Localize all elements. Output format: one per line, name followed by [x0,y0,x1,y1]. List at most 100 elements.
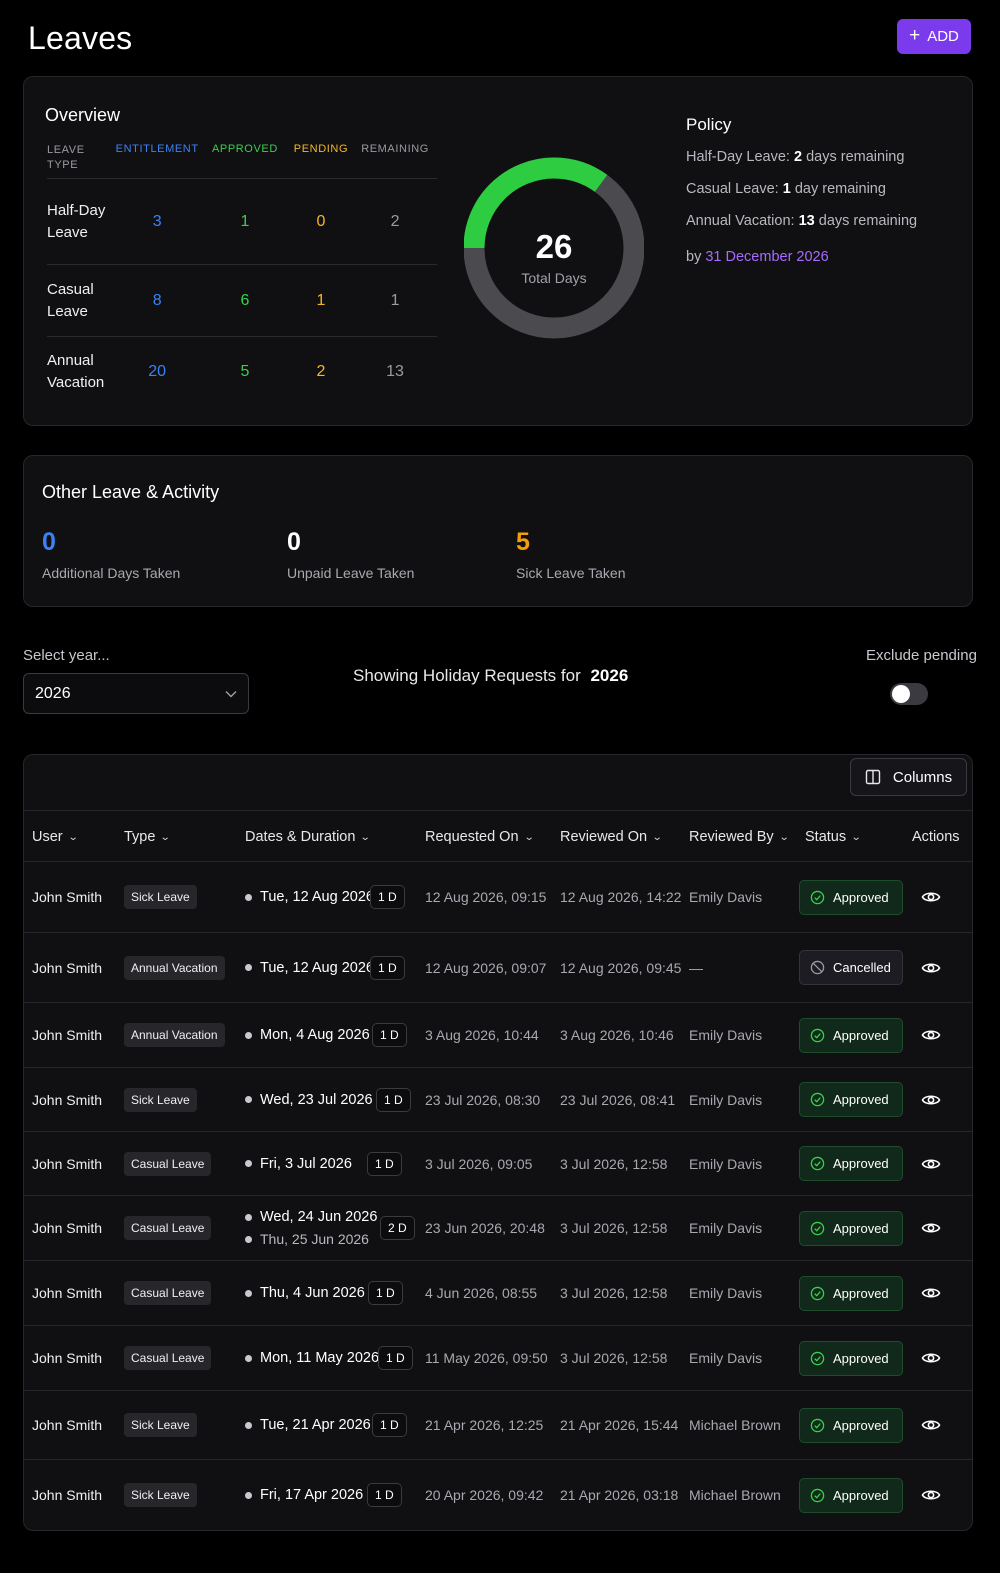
table-row[interactable]: John Smith Sick Leave Fri, 17 Apr 2026 1 D 2… [24,1460,972,1530]
type-badge: Casual Leave [124,1151,212,1176]
cell-status: Approved [799,1003,903,1067]
date-text: Tue, 12 Aug 2026 [260,889,374,905]
table-row[interactable]: John Smith Casual Leave Mon, 11 May 2026 1 … [24,1326,972,1391]
policy-remaining-value: 13 [798,213,815,229]
policy-remaining-value: 1 [782,181,791,197]
view-button[interactable] [921,1196,941,1260]
cell-reviewed-by: Emily Davis [689,1027,763,1043]
chevron-down-icon: ⌄ [651,831,663,843]
cell-status: Approved [799,1261,903,1325]
th-status-label: Status [805,829,847,845]
view-button[interactable] [921,1261,941,1325]
date-text: Thu, 25 Jun 2026 [260,1231,369,1247]
type-badge: Sick Leave [124,885,197,909]
table-row[interactable]: John Smith Casual Leave Wed, 24 Jun 2026 Th… [24,1196,972,1261]
policy-leave-name: Half-Day Leave: [686,149,790,165]
add-button[interactable]: + ADD [897,19,971,54]
view-button[interactable] [921,1132,941,1195]
th-reviewed-by-label: Reviewed By [689,829,774,845]
table-header: User ⌄ Type ⌄ Dates & Duration ⌄ Requested … [24,810,972,863]
donut-chart [463,157,645,339]
policy-line: Casual Leave: 1 day remaining [686,181,966,197]
view-button[interactable] [921,1068,941,1131]
eye-icon [921,1490,941,1500]
cell-status: Approved [799,1326,903,1390]
add-button-label: ADD [927,28,959,45]
cell-reviewed-on: 3 Jul 2026, 12:58 [560,1155,668,1172]
cell-type: Sick Leave [124,1460,197,1530]
date-line: Fri, 17 Apr 2026 [245,1487,363,1503]
eye-icon [921,1420,941,1430]
table-row[interactable]: John Smith Casual Leave Thu, 4 Jun 2026 1 D… [24,1261,972,1326]
cell-dates: Mon, 4 Aug 2026 [245,1003,370,1067]
check-circle-icon [810,1286,825,1300]
year-select[interactable]: 2026 [23,673,249,714]
duration-badge: 1 D [378,1346,413,1370]
table-row[interactable]: John Smith Annual Vacation Mon, 4 Aug 2026… [24,1003,972,1068]
overview-cell-pending: 0 [316,212,326,230]
overview-cell-entitlement: 8 [152,291,162,309]
th-type[interactable]: Type ⌄ [124,811,171,863]
overview-table-header: LEAVE TYPE ENTITLEMENT APPROVED PENDING … [47,139,437,179]
th-actions-label: Actions [912,829,960,845]
columns-button[interactable]: Columns [850,758,967,796]
th-reviewed-by[interactable]: Reviewed By ⌄ [689,811,789,863]
cell-type: Casual Leave [124,1196,212,1260]
cell-type: Annual Vacation [124,1003,225,1067]
policy-remaining-value: 2 [794,149,803,165]
cell-user: John Smith [32,1417,103,1433]
cell-requested-on: 3 Jul 2026, 09:05 [425,1155,533,1172]
status-badge: Cancelled [799,950,903,985]
columns-button-label: Columns [892,768,953,786]
th-requested[interactable]: Requested On ⌄ [425,811,534,863]
date-text: Fri, 17 Apr 2026 [260,1487,364,1503]
table-row[interactable]: John Smith Sick Leave Tue, 12 Aug 2026 1 D 1… [24,862,972,933]
view-button[interactable] [921,1391,941,1459]
policy-unit: days remaining [818,213,918,229]
cell-requested-on: 3 Aug 2026, 10:44 [425,1027,539,1043]
table-row[interactable]: John Smith Sick Leave Wed, 23 Jul 2026 1 D 2… [24,1068,972,1132]
page-title: Leaves [28,20,133,56]
view-button[interactable] [921,933,941,1002]
policy-deadline: by 31 December 2026 [686,249,966,265]
duration-badge: 1 D [372,1023,407,1047]
view-button[interactable] [921,862,941,932]
th-user[interactable]: User ⌄ [32,811,78,863]
cell-status: Cancelled [799,933,903,1002]
cell-user: John Smith [32,1285,103,1301]
overview-cell-approved: 6 [240,291,250,309]
date-line: Wed, 23 Jul 2026 [245,1092,373,1108]
th-dates-label: Dates & Duration [245,829,356,845]
cell-reviewed-on: 3 Jul 2026, 12:58 [560,1220,668,1236]
th-actions: Actions [912,811,960,863]
overview-cell-entitlement: 20 [148,363,167,380]
table-row[interactable]: John Smith Casual Leave Fri, 3 Jul 2026 1 D… [24,1132,972,1196]
dot-icon [245,893,252,901]
th-status[interactable]: Status ⌄ [805,811,862,863]
cell-dates: Tue, 12 Aug 2026 [245,862,374,932]
eye-icon [921,962,941,973]
cell-reviewed-by: — [689,959,703,976]
check-circle-icon [810,1092,825,1107]
check-circle-icon [810,890,825,904]
th-dates[interactable]: Dates & Duration ⌄ [245,811,371,863]
cell-user: John Smith [32,1155,103,1172]
table-row[interactable]: John Smith Annual Vacation Tue, 12 Aug 202… [24,933,972,1003]
status-text: Approved [833,1156,889,1171]
cell-reviewed-by: Emily Davis [689,1350,763,1366]
status-text: Approved [833,1027,889,1043]
cell-dates: Wed, 23 Jul 2026 [245,1068,373,1131]
date-text: Mon, 11 May 2026 [260,1350,380,1366]
policy-by-prefix: by [686,249,702,265]
th-reviewed[interactable]: Reviewed On ⌄ [560,811,663,863]
view-button[interactable] [921,1460,941,1530]
view-button[interactable] [921,1003,941,1067]
view-button[interactable] [921,1326,941,1390]
status-badge: Approved [799,1275,903,1311]
cell-user: John Smith [32,1220,103,1236]
eye-icon [921,1030,941,1040]
check-circle-icon [810,1351,825,1365]
table-row[interactable]: John Smith Sick Leave Tue, 21 Apr 2026 1 D 2… [24,1391,972,1460]
cell-user: John Smith [32,1350,103,1366]
exclude-pending-toggle[interactable] [890,683,928,705]
